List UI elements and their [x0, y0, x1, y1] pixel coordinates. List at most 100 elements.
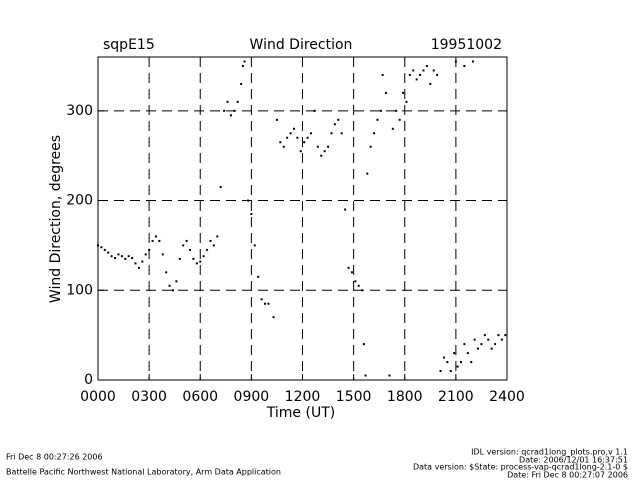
- point: [257, 275, 260, 278]
- point: [289, 132, 292, 135]
- point: [463, 343, 466, 346]
- point: [385, 91, 388, 94]
- point: [202, 255, 205, 258]
- point: [103, 248, 106, 251]
- point: [500, 338, 503, 341]
- point: [480, 343, 483, 346]
- station-label: sqpE15: [103, 37, 155, 53]
- x-axis-label: Time (UT): [266, 405, 335, 421]
- point: [366, 172, 369, 175]
- point: [110, 255, 113, 258]
- x-tick-label: 0000: [80, 389, 116, 405]
- point: [497, 334, 500, 337]
- date-label: 19951002: [431, 37, 502, 53]
- point: [195, 262, 198, 265]
- y-tick-label: 300: [66, 103, 93, 119]
- y-tick-label: 100: [66, 282, 93, 298]
- point: [120, 255, 123, 258]
- point: [168, 284, 171, 287]
- point: [299, 150, 302, 153]
- point: [97, 244, 99, 247]
- point: [209, 239, 212, 242]
- point: [388, 374, 391, 377]
- point: [466, 352, 469, 355]
- point: [354, 280, 357, 283]
- point: [357, 284, 360, 287]
- footer-left: Fri Dec 8 00:27:26 2006: [6, 453, 103, 462]
- point: [306, 136, 309, 139]
- point: [395, 109, 398, 112]
- point: [236, 100, 239, 103]
- point: [134, 262, 137, 265]
- point: [282, 145, 285, 148]
- x-tick-label: 0300: [131, 389, 167, 405]
- point: [419, 73, 422, 76]
- point: [267, 302, 270, 305]
- point: [161, 253, 164, 256]
- point: [233, 109, 236, 112]
- point: [219, 186, 222, 189]
- point: [330, 132, 333, 135]
- footer-left: Battelle Pacific Northwest National Labo…: [6, 468, 281, 477]
- point: [449, 370, 452, 373]
- point: [454, 60, 457, 63]
- point: [279, 141, 282, 144]
- point: [127, 255, 130, 258]
- point: [391, 127, 394, 130]
- point: [439, 370, 442, 373]
- point: [240, 82, 243, 85]
- point: [373, 132, 376, 135]
- point: [107, 251, 110, 254]
- point: [344, 208, 347, 211]
- chart-title: Wind Direction: [250, 37, 353, 53]
- point: [487, 338, 490, 341]
- point: [425, 64, 428, 67]
- point: [408, 73, 411, 76]
- point: [333, 123, 336, 126]
- y-tick-label: 0: [84, 372, 93, 388]
- footer-right: Date: Fri Dec 8 00:27:07 2006: [507, 471, 628, 480]
- point: [154, 235, 157, 238]
- point: [165, 271, 168, 274]
- point: [490, 347, 493, 350]
- point: [178, 257, 181, 260]
- point: [379, 109, 382, 112]
- point: [453, 352, 456, 355]
- point: [141, 260, 144, 263]
- point: [114, 256, 117, 259]
- point: [340, 132, 343, 135]
- point: [381, 73, 384, 76]
- x-tick-label: 2100: [438, 389, 474, 405]
- point: [313, 109, 316, 112]
- point: [361, 289, 364, 292]
- point: [316, 145, 319, 148]
- point: [477, 347, 480, 350]
- point: [398, 118, 401, 121]
- point: [494, 343, 497, 346]
- point: [192, 257, 195, 260]
- x-tick-label: 1500: [336, 389, 372, 405]
- point: [347, 266, 350, 269]
- point: [504, 334, 507, 337]
- point: [253, 244, 256, 247]
- point: [483, 334, 486, 337]
- point: [446, 361, 449, 364]
- point: [137, 266, 140, 269]
- point: [199, 260, 202, 263]
- point: [212, 244, 215, 247]
- point: [473, 338, 476, 341]
- point: [241, 64, 244, 67]
- x-tick-label: 1800: [387, 389, 423, 405]
- point: [243, 60, 246, 63]
- point: [175, 280, 178, 283]
- x-tick-label: 0600: [182, 389, 218, 405]
- point: [303, 141, 306, 144]
- point: [151, 239, 154, 242]
- point: [296, 136, 299, 139]
- point: [323, 150, 326, 153]
- point: [206, 248, 209, 251]
- point: [216, 235, 219, 238]
- point: [327, 145, 330, 148]
- point: [272, 316, 275, 319]
